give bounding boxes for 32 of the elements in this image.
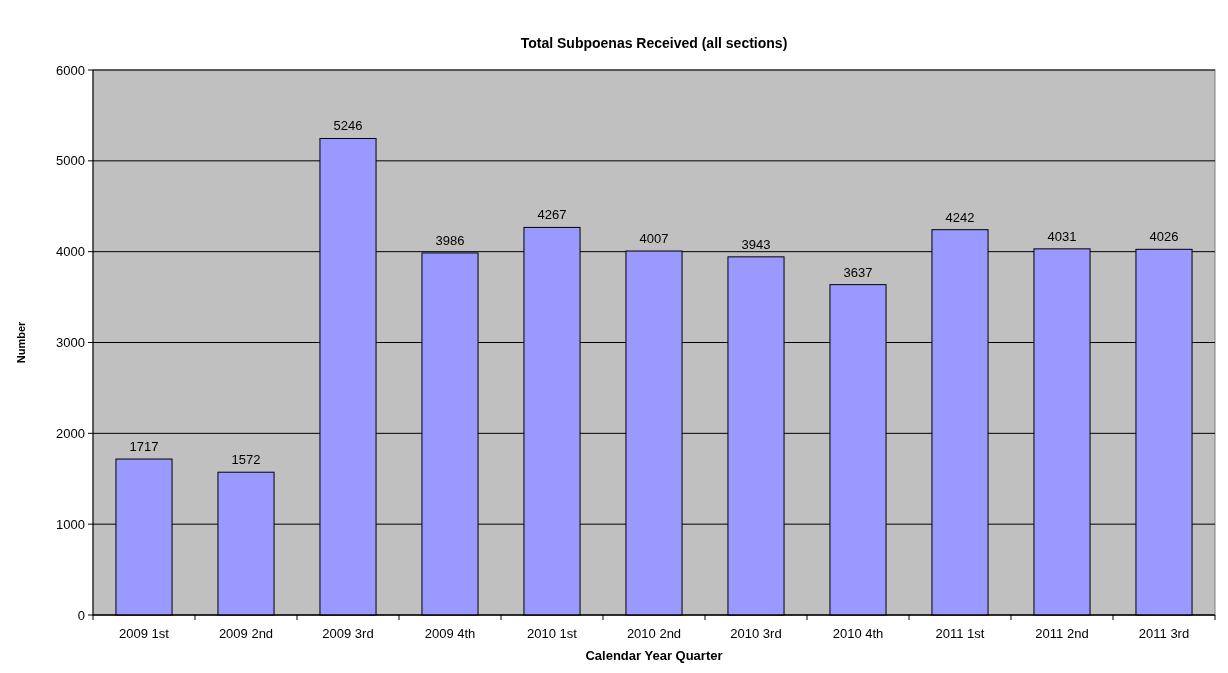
x-tick-label: 2011 1st (935, 626, 985, 641)
data-label: 3637 (843, 264, 873, 280)
x-tick-label: 2009 3rd (322, 626, 374, 641)
data-label: 4026 (1149, 229, 1179, 245)
y-tick-label: 2000 (56, 425, 85, 441)
x-tick-label: 2009 1st (119, 626, 170, 641)
x-tick-label: 2010 4th (832, 626, 884, 641)
data-label: 4031 (1047, 228, 1077, 244)
y-tick-label: 6000 (56, 62, 85, 78)
y-tick-label: 3000 (56, 335, 85, 351)
data-label: 3986 (435, 232, 465, 248)
data-label: 4267 (537, 207, 567, 223)
chart-title: Total Subpoenas Received (all sections) (520, 35, 788, 51)
data-label: 3943 (741, 236, 771, 252)
data-label: 5246 (333, 118, 363, 134)
x-tick-label: 2011 2nd (1035, 626, 1089, 641)
y-tick-label: 5000 (56, 153, 85, 169)
x-tick-label: 2009 2nd (218, 626, 274, 641)
y-tick-label: 4000 (56, 244, 85, 260)
x-tick-label: 2009 4th (424, 626, 476, 641)
x-tick-label: 2010 3rd (730, 626, 782, 641)
data-label: 1572 (231, 452, 261, 468)
data-label: 1717 (129, 439, 159, 455)
x-axis-title: Calendar Year Quarter (585, 648, 723, 663)
y-axis-title: Number (15, 321, 27, 364)
data-label: 4242 (945, 209, 975, 225)
data-label: 4007 (639, 231, 669, 247)
x-tick-label: 2010 1st (527, 626, 578, 641)
y-tick-label: 0 (77, 607, 85, 623)
x-tick-label: 2011 3rd (1138, 626, 1190, 641)
x-tick-label: 2010 2nd (626, 626, 682, 641)
y-tick-label: 1000 (56, 516, 85, 532)
